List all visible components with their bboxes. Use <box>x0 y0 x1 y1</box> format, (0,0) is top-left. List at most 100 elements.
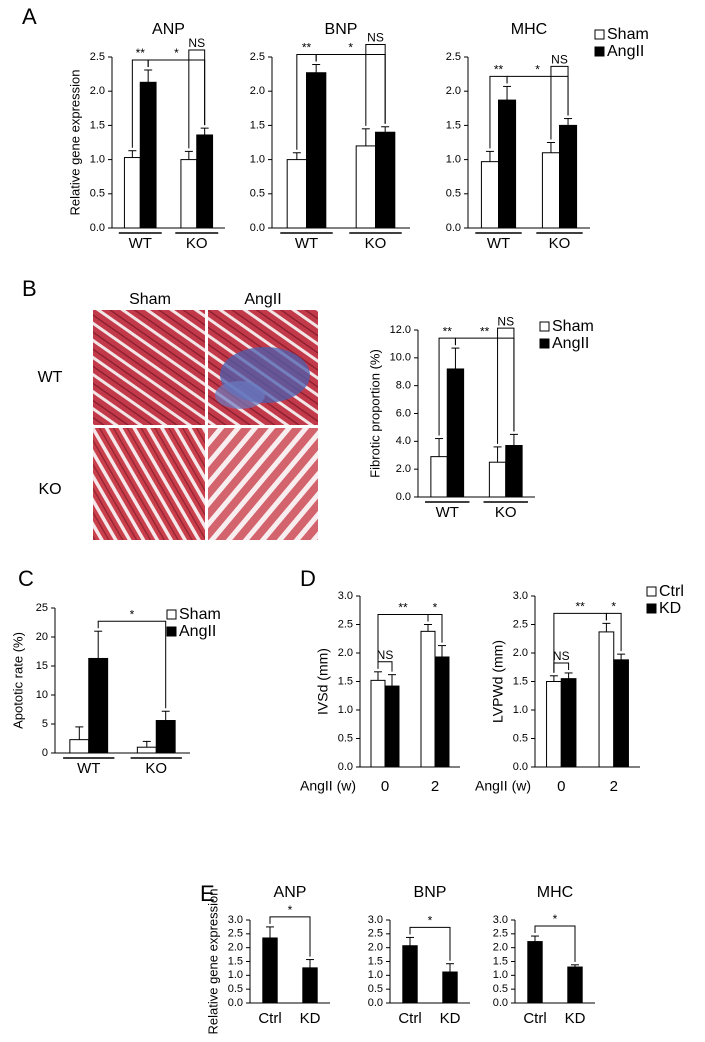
bar <box>446 368 465 498</box>
y-tick-label: 1.0 <box>446 154 461 166</box>
y-tick-label: 1.5 <box>513 675 528 687</box>
panel-label: E <box>200 881 215 906</box>
significance-bracket <box>409 926 451 961</box>
significance-label: NS <box>367 31 384 45</box>
significance-label: ** <box>480 324 490 338</box>
y-tick-label: 1.5 <box>250 119 265 131</box>
y-tick-label: 2.5 <box>228 928 243 940</box>
y-tick-label: 1.5 <box>368 955 383 967</box>
bar <box>88 657 109 754</box>
y-tick-label: 1.0 <box>368 969 383 981</box>
significance-label: ** <box>575 600 585 614</box>
y-tick-label: 2.5 <box>493 928 508 940</box>
x-tick-label: WT <box>436 504 459 521</box>
y-tick-label: 0.0 <box>338 761 353 773</box>
y-tick-label: 0.0 <box>228 997 243 1009</box>
column-label: AngII <box>244 291 281 308</box>
y-tick-label: 1.0 <box>250 154 265 166</box>
legend-swatch <box>166 626 177 637</box>
panel-label: B <box>22 276 37 301</box>
y-tick-label: 2.5 <box>338 618 353 630</box>
legend-label: Ctrl <box>659 583 684 600</box>
x-tick-label: WT <box>295 235 318 252</box>
significance-bracket <box>147 59 206 126</box>
bar <box>155 720 176 754</box>
y-tick-label: 2.5 <box>250 51 265 63</box>
bar <box>488 461 507 498</box>
y-tick-label: 25 <box>36 602 48 614</box>
significance-label: * <box>348 41 353 55</box>
micrograph <box>208 428 318 540</box>
y-tick-label: 0.5 <box>228 983 243 995</box>
bar <box>498 99 517 229</box>
significance-label: * <box>611 600 616 614</box>
y-axis-label: Apototic rate (%) <box>10 632 25 729</box>
significance-label: * <box>553 912 558 926</box>
y-tick-label: 0.0 <box>90 222 105 234</box>
significance-bracket <box>365 44 386 126</box>
significance-label: ** <box>302 41 312 55</box>
significance-bracket <box>534 925 576 962</box>
significance-bracket <box>315 54 386 124</box>
y-tick-label: 2.5 <box>368 928 383 940</box>
y-tick-label: 0.0 <box>493 997 508 1009</box>
bar <box>180 159 198 229</box>
significance-bracket <box>377 661 393 672</box>
bar <box>139 81 157 229</box>
x-axis-label: AngII (w) <box>300 778 356 794</box>
chart-title: BNP <box>325 21 358 38</box>
x-tick-label: KO <box>145 760 167 777</box>
significance-label: NS <box>497 314 514 328</box>
significance-bracket <box>605 612 622 652</box>
chart-title: MHC <box>537 884 573 901</box>
y-tick-label: 2.0 <box>446 85 461 97</box>
micrograph <box>93 428 205 540</box>
y-axis-label: IVSd (mm) <box>315 648 331 715</box>
x-tick-label: 0 <box>381 778 389 795</box>
y-tick-label: 10.0 <box>390 352 411 364</box>
x-tick-label: WT <box>487 235 510 252</box>
significance-bracket <box>97 620 167 709</box>
bar <box>375 131 396 229</box>
legend-label: AngII <box>607 43 644 60</box>
bar <box>123 157 141 229</box>
bar <box>355 145 376 229</box>
significance-label: * <box>130 607 135 621</box>
y-tick-label: 0.5 <box>90 188 105 200</box>
significance-label: ** <box>136 46 146 60</box>
y-tick-label: 0.5 <box>250 188 265 200</box>
y-tick-label: 1.5 <box>446 119 461 131</box>
y-tick-label: 0.0 <box>396 491 411 503</box>
y-tick-label: 3.0 <box>493 914 508 926</box>
y-tick-label: 2.0 <box>338 647 353 659</box>
bar <box>559 124 578 229</box>
bar <box>306 72 327 229</box>
y-tick-label: 0.5 <box>338 732 353 744</box>
x-tick-label: WT <box>129 235 152 252</box>
y-tick-label: 2.0 <box>396 463 411 475</box>
bar <box>370 679 386 768</box>
x-tick-label: Ctrl <box>398 1010 421 1027</box>
row-label: WT <box>38 369 63 386</box>
row-label: KO <box>38 481 61 498</box>
legend-label: Sham <box>607 26 649 43</box>
significance-label: * <box>433 601 438 615</box>
legend-swatch <box>539 321 550 332</box>
y-tick-label: 0 <box>42 747 48 759</box>
bar <box>505 445 523 498</box>
y-tick-label: 0.0 <box>446 222 461 234</box>
x-tick-label: 2 <box>431 778 439 795</box>
y-tick-label: 0.5 <box>368 983 383 995</box>
y-tick-label: 1.5 <box>338 675 353 687</box>
legend-label: Sham <box>552 318 594 335</box>
bar <box>302 967 318 1004</box>
y-tick-label: 0.5 <box>513 732 528 744</box>
chart-title: ANP <box>274 884 307 901</box>
y-tick-label: 2.0 <box>250 85 265 97</box>
y-tick-label: 1.0 <box>513 704 528 716</box>
y-tick-label: 2.0 <box>368 942 383 954</box>
y-tick-label: 2.5 <box>513 618 528 630</box>
panel-label: D <box>300 566 316 591</box>
fibrosis-stain <box>215 381 265 409</box>
